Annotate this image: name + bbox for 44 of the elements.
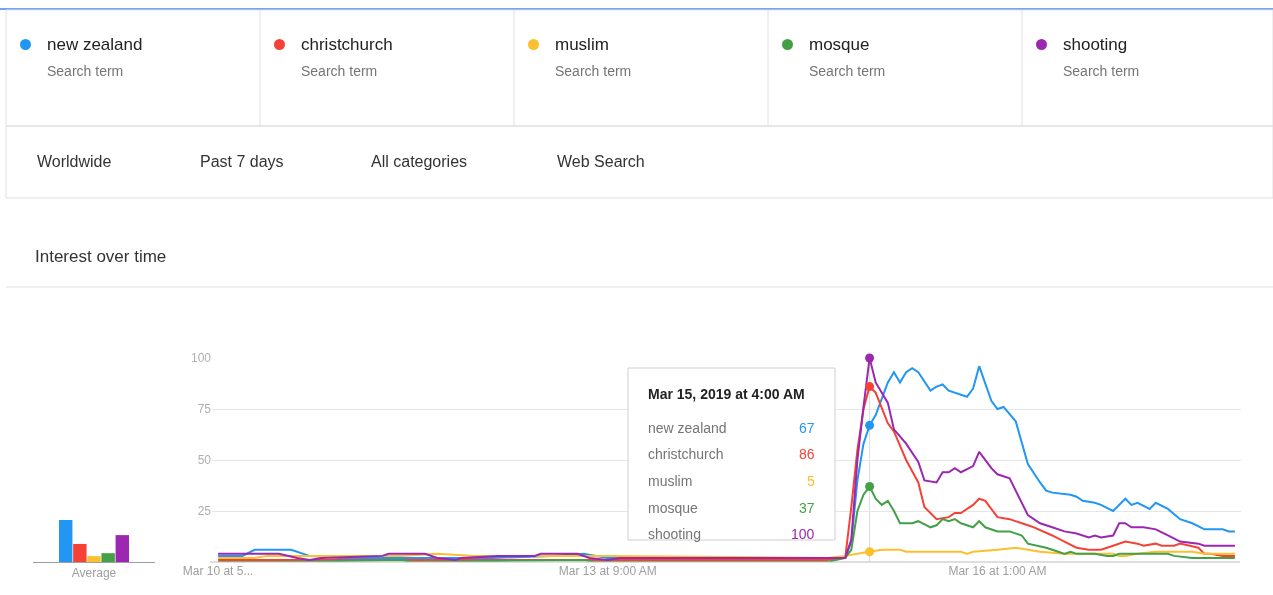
y-tick-label: 100	[190, 351, 212, 366]
point	[865, 482, 875, 492]
bar	[87, 556, 101, 562]
x-tick-label: Mar 13 at 9:00 AM	[558, 564, 657, 578]
annotation: 5	[807, 473, 815, 489]
text: Search term	[1063, 63, 1140, 79]
y-tick-label: 75	[197, 402, 212, 417]
annotation: 86	[799, 446, 815, 462]
x-tick-label: Mar 10 at 5...	[182, 564, 254, 578]
legend-label: mosque	[809, 35, 870, 54]
legend-label: christchurch	[301, 35, 393, 54]
annotation: 37	[799, 500, 815, 516]
point	[865, 547, 875, 557]
annotation: 67	[799, 420, 815, 436]
legend-label: new zealand	[47, 35, 143, 54]
text: All categories	[371, 153, 468, 170]
legend-label: shooting	[1063, 35, 1128, 54]
text: new zealand	[648, 420, 727, 436]
point	[865, 382, 875, 392]
point	[865, 420, 875, 430]
y-tick-label: 50	[197, 453, 212, 468]
bar	[101, 553, 115, 562]
text: Search term	[555, 63, 632, 79]
text: Search term	[301, 63, 378, 79]
chart-title: Interest over time	[35, 247, 167, 266]
point	[865, 353, 875, 363]
text: Web Search	[557, 153, 645, 170]
legend-label: muslim	[555, 35, 609, 54]
annotation: Mar 15, 2019 at 4:00 AM	[648, 386, 805, 402]
text: Past 7 days	[200, 153, 284, 170]
text: muslim	[648, 473, 693, 489]
x-tick-label: Mar 16 at 1:00 AM	[948, 564, 1047, 578]
bar	[115, 535, 130, 562]
text: christchurch	[648, 446, 724, 462]
annotation: 100	[791, 526, 815, 542]
x-tick-label: Average	[71, 566, 117, 581]
text: shooting	[648, 526, 701, 542]
bar	[73, 543, 87, 562]
y-tick-label: 25	[197, 504, 212, 519]
text: Search term	[47, 63, 124, 79]
text: mosque	[648, 500, 698, 516]
bar	[58, 520, 73, 562]
text: Worldwide	[37, 153, 112, 170]
text: Search term	[809, 63, 886, 79]
